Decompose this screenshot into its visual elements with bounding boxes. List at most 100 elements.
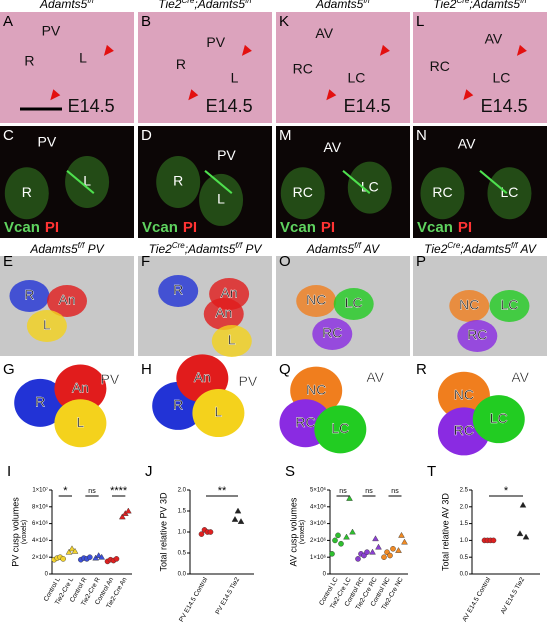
header-part: AV bbox=[361, 242, 380, 256]
significance-label: ns bbox=[365, 488, 373, 495]
panel-header: Tie2Cre;Adamts5f/f bbox=[158, 0, 252, 11]
header-part: f/f bbox=[245, 0, 252, 5]
y-tick-label: 3×10⁶ bbox=[310, 520, 327, 527]
y-tick-label: 2×10⁶ bbox=[310, 537, 327, 544]
vcan-line bbox=[479, 170, 508, 194]
segmented-cusp bbox=[47, 285, 87, 317]
y-tick-label: 2.0 bbox=[178, 488, 187, 494]
region-label: PV bbox=[42, 23, 61, 39]
segmented-cusp bbox=[489, 290, 530, 322]
region-label: E14.5 bbox=[481, 96, 528, 116]
panel-label: G bbox=[3, 361, 15, 378]
data-point bbox=[68, 545, 76, 552]
region-label: R bbox=[173, 282, 183, 298]
region-label: An bbox=[72, 379, 89, 395]
data-point bbox=[124, 507, 132, 514]
panel-label: D bbox=[141, 127, 152, 144]
region-label: E14.5 bbox=[344, 96, 391, 116]
significance-label: ns bbox=[339, 488, 347, 495]
y-axis-label: Total relative AV 3D bbox=[440, 493, 450, 571]
data-point bbox=[335, 532, 341, 539]
region-label: AV bbox=[458, 136, 476, 152]
data-point bbox=[381, 554, 387, 561]
header-part: Tie2 bbox=[424, 242, 448, 256]
header-part: Adamts5 bbox=[29, 242, 78, 256]
data-point bbox=[355, 556, 361, 562]
region-label: RC bbox=[432, 184, 452, 200]
data-point bbox=[490, 537, 497, 544]
y-tick-label: 0 bbox=[45, 572, 49, 578]
panel-image bbox=[138, 256, 272, 356]
arrowhead bbox=[103, 44, 114, 56]
header-part: ;Adamts5 bbox=[460, 242, 511, 256]
region-label: PV bbox=[38, 134, 57, 150]
y-axis-label: (voxels) bbox=[299, 520, 306, 545]
y-tick-label: 0.0 bbox=[178, 572, 187, 578]
stain-region bbox=[4, 167, 49, 220]
region-label: An bbox=[194, 369, 211, 385]
data-point bbox=[349, 528, 356, 535]
header-part: Adamts5 bbox=[315, 0, 364, 11]
region-label: PV bbox=[206, 34, 225, 50]
significance-label: ns bbox=[88, 488, 96, 495]
region-label: RC bbox=[467, 327, 487, 343]
vcan-line bbox=[66, 170, 95, 194]
y-axis-label: (voxels) bbox=[21, 520, 28, 545]
region-label: AV bbox=[315, 25, 333, 41]
panel-label: F bbox=[141, 253, 150, 270]
header-part: Adamts5 bbox=[39, 0, 88, 11]
segmented-cusp bbox=[158, 275, 199, 307]
data-point bbox=[231, 515, 239, 522]
data-point bbox=[87, 554, 93, 561]
data-point bbox=[346, 494, 353, 501]
stain-region bbox=[199, 173, 244, 226]
x-tick-label: AV E14.5 Tie2 bbox=[500, 576, 527, 615]
y-tick-label: 2.5 bbox=[460, 488, 469, 494]
arrowhead bbox=[188, 89, 199, 101]
segmented-cusp bbox=[312, 318, 353, 350]
stain-label: Vcan bbox=[280, 219, 316, 236]
panel-label: T bbox=[427, 463, 436, 480]
stain-label: PI bbox=[183, 219, 197, 236]
header-part: Cre bbox=[456, 0, 469, 5]
stain-label: PI bbox=[45, 219, 59, 236]
region-label: E14.5 bbox=[206, 96, 253, 116]
data-point bbox=[207, 529, 214, 535]
region-label: L bbox=[83, 173, 91, 189]
region-label: R bbox=[24, 287, 34, 303]
region-label: PV bbox=[101, 371, 120, 387]
panel-header: Tie2Cre;Adamts5f/f AV bbox=[424, 241, 537, 256]
region-label: LC bbox=[501, 184, 519, 200]
panel-label: A bbox=[3, 13, 13, 30]
significance-label: * bbox=[63, 485, 68, 497]
region-label: NC bbox=[306, 381, 326, 397]
arrowhead bbox=[326, 89, 337, 101]
y-axis-label: AV cusp volumes bbox=[288, 497, 298, 566]
y-tick-label: 1.0 bbox=[178, 530, 187, 536]
region-label: L bbox=[79, 49, 87, 65]
panel-label: P bbox=[416, 253, 426, 270]
stain-region bbox=[487, 167, 532, 220]
segmented-cusp bbox=[203, 298, 244, 330]
region-label: R bbox=[173, 173, 183, 189]
region-label: AV bbox=[323, 139, 341, 155]
significance-label: **** bbox=[110, 485, 128, 497]
region-label: LC bbox=[345, 295, 363, 311]
header-part: f/f bbox=[235, 241, 242, 250]
segmented-cusp bbox=[457, 320, 498, 352]
panel-label: C bbox=[3, 127, 14, 144]
stain-region bbox=[280, 167, 325, 220]
segmented-cusp bbox=[449, 290, 490, 322]
data-point bbox=[387, 552, 393, 559]
significance-label: ns bbox=[391, 488, 399, 495]
data-point bbox=[516, 530, 524, 537]
panel-header: Adamts5f/f bbox=[39, 0, 95, 11]
panel-label: H bbox=[141, 361, 152, 378]
data-point bbox=[369, 548, 376, 555]
y-tick-label: 0 bbox=[323, 572, 327, 578]
region-label: RC bbox=[322, 325, 342, 341]
y-axis-label: PV cusp volumes bbox=[10, 497, 20, 567]
panel-label: B bbox=[141, 13, 151, 30]
stain-label: Vcan bbox=[417, 219, 453, 236]
